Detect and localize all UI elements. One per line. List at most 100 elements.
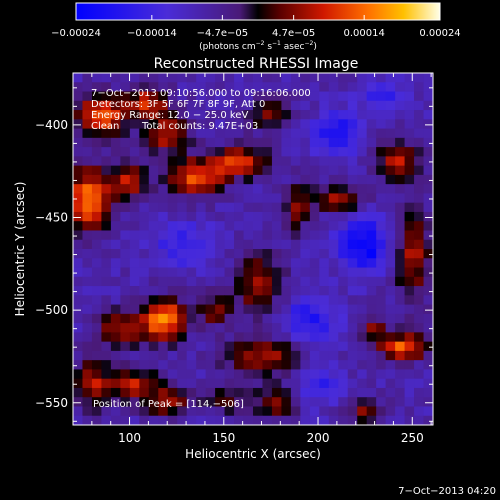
- heatmap-cell: [376, 406, 387, 417]
- heatmap-cell: [234, 221, 244, 231]
- heatmap-cell: [73, 211, 83, 222]
- heatmap-cell: [253, 332, 263, 343]
- heatmap-cell: [129, 323, 140, 333]
- heatmap-cell: [205, 221, 216, 231]
- heatmap-cell: [205, 165, 216, 176]
- heatmap-cell: [253, 156, 263, 167]
- heatmap-cell: [262, 286, 273, 296]
- heatmap-cell: [309, 360, 320, 370]
- heatmap-cell: [224, 221, 235, 231]
- heatmap-cell: [357, 211, 368, 222]
- heatmap-cell: [338, 378, 349, 389]
- heatmap-cell: [271, 332, 282, 343]
- heatmap-cell: [139, 332, 150, 343]
- heatmap-cell: [234, 360, 244, 370]
- heatmap-cell: [347, 193, 358, 204]
- heatmap-cell: [167, 249, 178, 259]
- heatmap-cell: [177, 350, 188, 361]
- heatmap-cell: [423, 258, 434, 268]
- heatmap-cell: [167, 147, 178, 157]
- y-tick-label: −450: [35, 211, 68, 225]
- heatmap-cell: [300, 100, 311, 111]
- heatmap-cell: [423, 193, 434, 204]
- heatmap-cell: [319, 184, 330, 194]
- heatmap-cell: [101, 147, 112, 157]
- heatmap-cell: [253, 230, 263, 241]
- heatmap-cell: [101, 323, 112, 333]
- heatmap-cell: [148, 73, 159, 83]
- heatmap-cell: [196, 286, 207, 296]
- heatmap-cell: [82, 230, 93, 241]
- heatmap-cell: [148, 156, 159, 167]
- heatmap-cell: [423, 415, 434, 426]
- heatmap-cell: [290, 350, 301, 361]
- heatmap-cell: [357, 369, 368, 380]
- heatmap-cell: [73, 91, 83, 102]
- heatmap-cell: [423, 202, 434, 213]
- heatmap-cell: [224, 119, 235, 129]
- heatmap-cell: [414, 276, 424, 287]
- heatmap-cell: [290, 286, 301, 296]
- heatmap-cell: [110, 221, 121, 231]
- heatmap-cell: [73, 369, 83, 380]
- heatmap-cell: [110, 406, 121, 417]
- heatmap-cell: [290, 137, 301, 148]
- heatmap-cell: [91, 332, 102, 343]
- heatmap-cell: [347, 295, 358, 305]
- heatmap-cell: [395, 415, 405, 426]
- heatmap-cell: [101, 378, 112, 389]
- x-tick-label: 100: [118, 431, 141, 445]
- heatmap-cell: [319, 73, 330, 83]
- heatmap-cell: [243, 82, 254, 92]
- heatmap-cell: [347, 137, 358, 148]
- heatmap-cell: [262, 276, 273, 287]
- heatmap-cell: [404, 165, 415, 176]
- heatmap-cell: [196, 174, 207, 185]
- heatmap-cell: [328, 397, 339, 407]
- heatmap-cell: [338, 137, 349, 148]
- heatmap-cell: [243, 350, 254, 361]
- heatmap-cell: [120, 341, 131, 352]
- heatmap-cell: [328, 202, 339, 213]
- heatmap-cell: [196, 360, 207, 370]
- heatmap-cell: [309, 276, 320, 287]
- heatmap-cell: [290, 276, 301, 287]
- heatmap-cell: [129, 341, 140, 352]
- heatmap-cell: [366, 323, 377, 333]
- heatmap-cell: [101, 397, 112, 407]
- heatmap-cell: [281, 128, 292, 139]
- heatmap-cell: [91, 100, 102, 111]
- heatmap-cell: [234, 230, 244, 241]
- heatmap-cell: [110, 73, 121, 83]
- heatmap-cell: [414, 110, 424, 120]
- colorbar-unit: (photons cm−2 s−1 asec−2): [199, 40, 317, 52]
- heatmap-cell: [366, 82, 377, 92]
- heatmap-cell: [215, 239, 225, 250]
- heatmap-cell: [224, 397, 235, 407]
- heatmap-cell: [300, 332, 311, 343]
- heatmap-cell: [110, 174, 121, 185]
- x-tick-label: 250: [401, 431, 424, 445]
- heatmap-cell: [243, 313, 254, 324]
- heatmap-cell: [253, 304, 263, 315]
- heatmap-cell: [224, 341, 235, 352]
- heatmap-cell: [73, 156, 83, 167]
- heatmap-cell: [414, 249, 424, 259]
- heatmap-cell: [110, 350, 121, 361]
- heatmap-cell: [158, 128, 169, 139]
- heatmap-cell: [139, 73, 150, 83]
- heatmap-cell: [395, 323, 405, 333]
- heatmap-cell: [357, 221, 368, 231]
- heatmap-cell: [414, 313, 424, 324]
- heatmap-cell: [101, 211, 112, 222]
- heatmap-cell: [262, 387, 273, 398]
- heatmap-cell: [404, 313, 415, 324]
- heatmap-cell: [129, 211, 140, 222]
- heatmap-cell: [177, 249, 188, 259]
- y-axis-label: Heliocentric Y (arcsec): [13, 182, 27, 317]
- heatmap-cell: [395, 304, 405, 315]
- heatmap-cell: [300, 91, 311, 102]
- heatmap-cell: [101, 350, 112, 361]
- heatmap-cell: [319, 258, 330, 268]
- heatmap-cell: [338, 397, 349, 407]
